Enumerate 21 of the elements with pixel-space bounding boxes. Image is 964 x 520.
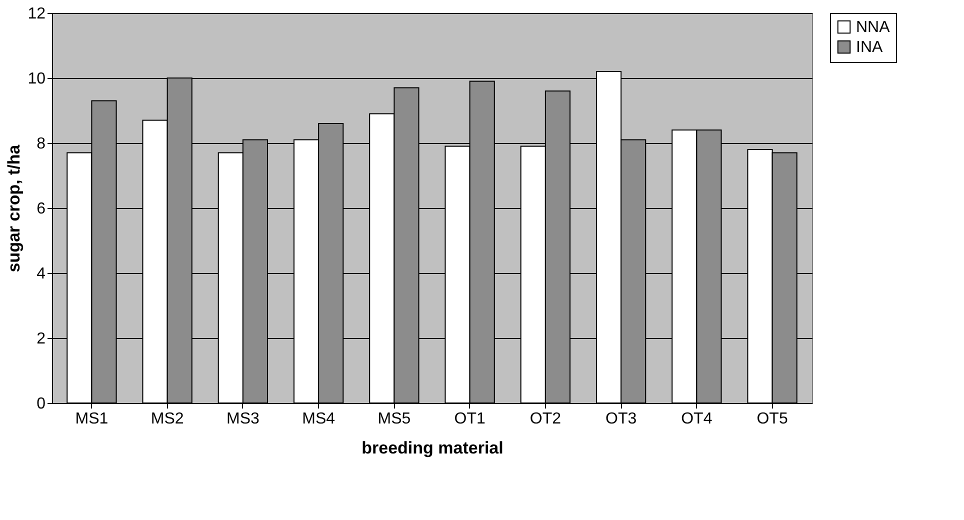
y-tick-label: 2 [36,330,46,348]
x-tick-label: OT2 [530,410,562,428]
y-tick-label: 12 [28,6,46,22]
x-tick-label: MS3 [226,410,260,428]
x-tick-label: OT5 [756,410,788,428]
x-tick-label: MS5 [378,410,411,428]
legend-label: NNA [856,19,890,36]
x-tick-label: MS1 [75,410,108,428]
x-tick-label: OT4 [681,410,712,428]
y-tick-label: 0 [36,396,46,412]
x-tick-label: MS4 [302,410,336,428]
y-tick-label: 8 [36,136,46,152]
x-tick-label: OT3 [605,410,637,428]
x-tick-label: OT1 [454,410,486,428]
x-axis-title: breeding material [362,438,504,458]
y-tick-label: 6 [36,200,46,218]
legend-label: INA [856,39,883,56]
x-tick-label: MS2 [150,410,184,428]
y-axis-title: sugar crop, t/ha [4,144,24,272]
y-tick-label: 4 [36,266,46,282]
y-tick-label: 10 [28,70,46,88]
